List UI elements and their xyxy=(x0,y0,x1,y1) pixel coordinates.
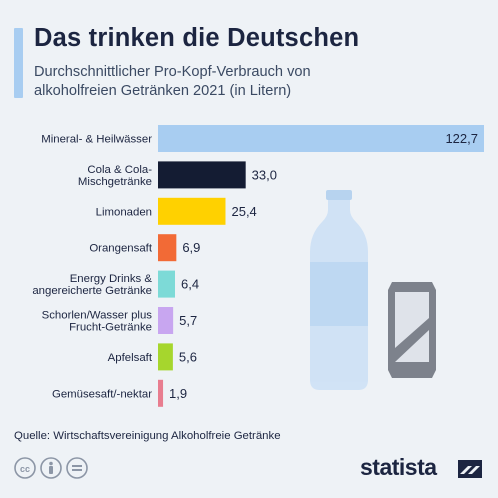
bar xyxy=(158,379,164,407)
statista-logo-icon xyxy=(458,460,482,478)
value-label: 1,9 xyxy=(169,386,187,401)
cc-icon: cc xyxy=(14,457,36,479)
title-accent-bar xyxy=(14,28,23,98)
can-illustration xyxy=(388,282,436,378)
value-label: 5,6 xyxy=(179,349,197,364)
license-icons: cc xyxy=(14,457,88,479)
bar xyxy=(158,125,484,152)
value-label: 5,7 xyxy=(179,313,197,328)
brand-logo-text: statista xyxy=(360,454,437,480)
category-label: Orangensaft xyxy=(89,243,153,255)
by-icon xyxy=(40,457,62,479)
value-label: 33,0 xyxy=(252,167,277,182)
bar xyxy=(158,343,173,371)
category-label: Energy Drinks & angereicherte Getränke xyxy=(32,273,152,297)
category-label: Limonaden xyxy=(96,206,152,218)
bar xyxy=(158,234,177,262)
page-title: Das trinken die Deutschen xyxy=(34,24,360,52)
bar xyxy=(158,270,176,298)
value-label: 6,4 xyxy=(181,277,199,292)
category-label: Mineral- & Heilwässer xyxy=(41,134,152,146)
bar xyxy=(158,307,174,334)
category-label: Cola & Cola-Mischgetränke xyxy=(78,164,152,188)
source-note: Quelle: Wirtschaftsvereinigung Alkoholfr… xyxy=(14,430,281,442)
value-label: 25,4 xyxy=(231,204,256,219)
category-label: Apfelsaft xyxy=(108,352,153,364)
page-subtitle: Durchschnittlicher Pro-Kopf-Verbrauch vo… xyxy=(34,64,311,99)
nd-icon xyxy=(66,457,88,479)
bar xyxy=(158,197,226,225)
bottle-illustration xyxy=(310,190,368,390)
value-label: 122,7 xyxy=(445,131,478,146)
category-label: Gemüsesaft/-nektar xyxy=(52,388,152,400)
category-label: Schorlen/Wasser plus Frucht-Getränke xyxy=(42,310,153,334)
bar xyxy=(158,161,246,189)
svg-text:cc: cc xyxy=(20,464,30,474)
value-label: 6,9 xyxy=(182,240,200,255)
